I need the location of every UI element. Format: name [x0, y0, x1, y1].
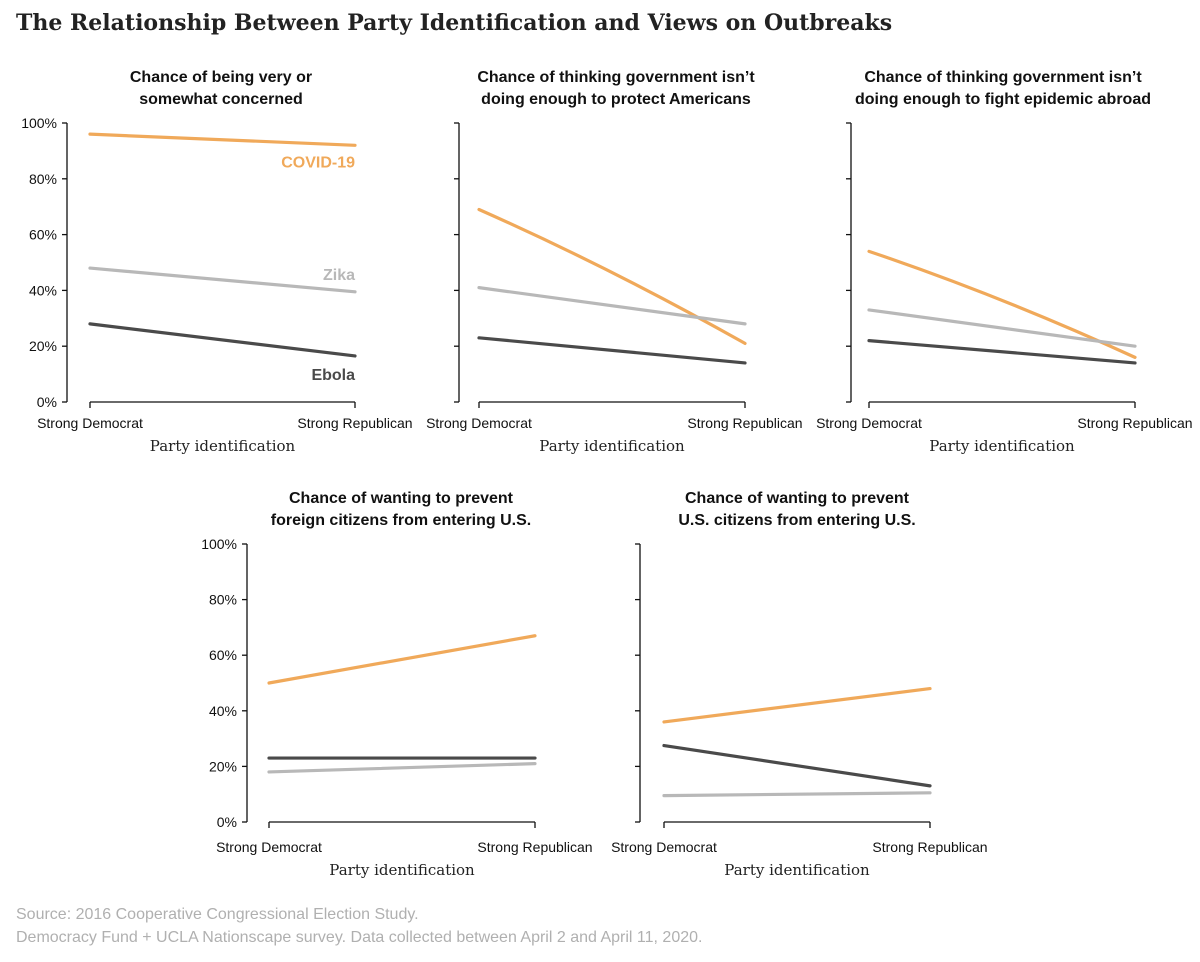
- series-label-covid-19: COVID-19: [281, 154, 355, 171]
- series-line-ebola: [867, 339, 1137, 365]
- x-category-label: Strong Democrat: [426, 415, 532, 431]
- y-tick-label: 60%: [29, 227, 57, 243]
- chart-panel-4: Chance of wanting to prevent foreign citi…: [201, 490, 592, 879]
- y-tick-label: 20%: [29, 338, 57, 354]
- series-line-covid-19: [267, 634, 537, 685]
- series-line-covid-19: [477, 207, 747, 346]
- x-category-label: Strong Democrat: [37, 415, 143, 431]
- y-tick-label: 100%: [21, 115, 57, 131]
- chart-title-line: doing enough to protect Americans: [481, 91, 751, 108]
- series-line-zika: [267, 762, 537, 774]
- x-category-label: Strong Democrat: [816, 415, 922, 431]
- series-line-zika: [88, 266, 357, 294]
- y-tick-label: 40%: [29, 282, 57, 298]
- chart-title-line: foreign citizens from entering U.S.: [271, 512, 531, 529]
- chart-panel-3: Chance of thinking government isn’t doing…: [816, 69, 1193, 455]
- source-line-1: Source: 2016 Cooperative Congressional E…: [16, 906, 419, 923]
- y-tick-label: 80%: [209, 592, 237, 608]
- series-line-ebola: [477, 336, 747, 365]
- source-line-2: Democracy Fund + UCLA Nationscape survey…: [16, 929, 703, 946]
- x-category-label: Strong Democrat: [611, 839, 717, 855]
- series-label-ebola: Ebola: [311, 367, 355, 384]
- y-tick-label: 60%: [209, 647, 237, 663]
- y-tick-label: 0%: [37, 394, 57, 410]
- x-axis-title: Party identification: [724, 861, 870, 879]
- series-line-ebola: [88, 322, 357, 358]
- y-tick-label: 0%: [217, 814, 237, 830]
- x-category-label: Strong Republican: [477, 839, 592, 855]
- y-tick-label: 40%: [209, 703, 237, 719]
- series-line-zika: [477, 286, 747, 326]
- chart-title-line: Chance of wanting to prevent: [289, 490, 514, 507]
- chart-title-line: Chance of thinking government isn’t: [477, 69, 755, 86]
- x-category-label: Strong Republican: [1077, 415, 1192, 431]
- x-category-label: Strong Democrat: [216, 839, 322, 855]
- chart-panel-1: Chance of being very or somewhat concerne…: [21, 69, 412, 455]
- y-tick-label: 80%: [29, 171, 57, 187]
- y-tick-label: 100%: [201, 536, 237, 552]
- series-line-zika: [867, 308, 1137, 348]
- x-category-label: Strong Republican: [872, 839, 987, 855]
- chart-title-line: doing enough to fight epidemic abroad: [855, 91, 1151, 108]
- chart-title-line: somewhat concerned: [139, 91, 303, 108]
- x-category-label: Strong Republican: [297, 415, 412, 431]
- x-axis-title: Party identification: [150, 437, 296, 455]
- x-axis-title: Party identification: [539, 437, 685, 455]
- chart-title-line: Chance of thinking government isn’t: [864, 69, 1142, 86]
- x-axis-title: Party identification: [329, 861, 475, 879]
- series-label-zika: Zika: [323, 267, 355, 284]
- series-line-ebola: [662, 743, 932, 788]
- chart-title-line: Chance of being very or: [130, 69, 312, 86]
- chart-panel-2: Chance of thinking government isn’t doing…: [426, 69, 803, 455]
- x-axis-title: Party identification: [929, 437, 1075, 455]
- chart-panel-5: Chance of wanting to prevent U.S. citizen…: [611, 490, 988, 879]
- series-line-zika: [662, 791, 932, 798]
- chart-title-line: Chance of wanting to prevent: [685, 490, 910, 507]
- series-line-covid-19: [662, 686, 932, 724]
- x-category-label: Strong Republican: [687, 415, 802, 431]
- y-tick-label: 20%: [209, 758, 237, 774]
- page-title: The Relationship Between Party Identific…: [16, 10, 893, 36]
- series-line-covid-19: [88, 132, 357, 147]
- chart-title-line: U.S. citizens from entering U.S.: [678, 512, 915, 529]
